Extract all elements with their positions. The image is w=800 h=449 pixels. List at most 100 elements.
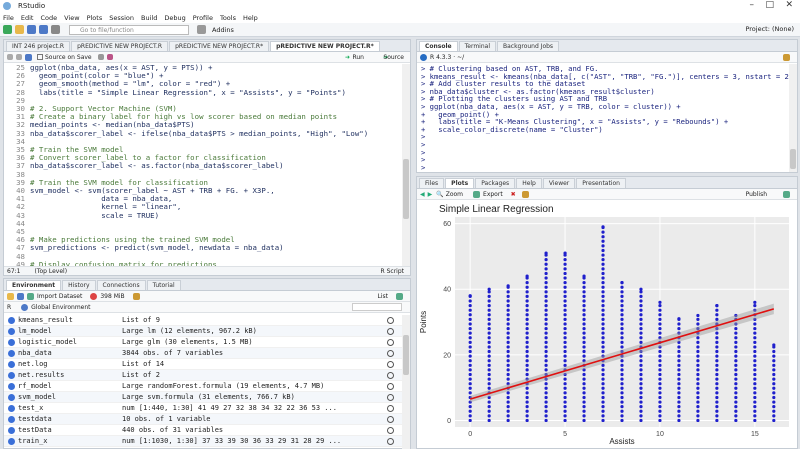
console-output[interactable]: > # Clustering based on AST, TRB, and FG… [417, 64, 789, 172]
object-icon[interactable] [8, 360, 15, 368]
view-object-icon[interactable] [387, 382, 394, 390]
view-object-icon[interactable] [387, 349, 394, 357]
code-line[interactable]: scale = TRUE) [30, 210, 160, 220]
menu-view[interactable]: View [64, 13, 80, 22]
environment-row[interactable]: test_x num [1:440, 1:30] 41 49 27 32 38 3… [4, 403, 402, 414]
view-object-icon[interactable] [387, 393, 394, 401]
view-object-icon[interactable] [387, 360, 394, 368]
tab-viewer[interactable]: Viewer [542, 178, 576, 188]
broom-icon[interactable] [132, 292, 140, 300]
back-icon[interactable] [7, 54, 13, 60]
menu-session[interactable]: Session [109, 13, 135, 22]
object-icon[interactable] [8, 437, 15, 445]
refresh-plot-icon[interactable] [783, 190, 790, 198]
object-icon[interactable] [8, 415, 15, 423]
code-line[interactable]: svm_model <- svm(scorer_label ~ AST + TR… [30, 186, 275, 195]
forward-icon[interactable] [16, 54, 22, 60]
code-line[interactable]: # Create a binary label for high vs low … [30, 112, 338, 122]
code-line[interactable]: # 2. Support Vector Machine (SVM) [30, 104, 177, 113]
object-icon[interactable] [8, 371, 15, 379]
environment-row[interactable]: svm_model Large svm.formula (31 elements,… [4, 392, 402, 403]
source-button[interactable]: Source [383, 53, 404, 61]
tab-connections[interactable]: Connections [96, 280, 146, 290]
language-select[interactable]: R [7, 303, 12, 311]
project-menu[interactable]: Project: (None) [745, 25, 794, 33]
menu-debug[interactable]: Debug [164, 13, 186, 22]
environment-row[interactable]: testData 440 obs. of 31 variables [4, 425, 402, 436]
environment-row[interactable]: lm_model Large lm (12 elements, 967.2 kB) [4, 326, 402, 337]
file-type[interactable]: R Script [380, 267, 404, 275]
tab-terminal[interactable]: Terminal [458, 41, 496, 51]
environment-search-input[interactable] [352, 303, 402, 311]
view-object-icon[interactable] [387, 426, 394, 434]
code-line[interactable]: # Train the SVM model [30, 145, 124, 154]
import-dataset-button[interactable]: Import Dataset [37, 292, 83, 300]
object-icon[interactable] [8, 404, 15, 412]
object-icon[interactable] [8, 382, 15, 390]
menu-profile[interactable]: Profile [192, 13, 213, 22]
console-scrollbar[interactable] [789, 64, 797, 172]
menu-plots[interactable]: Plots [86, 13, 103, 22]
code-line[interactable]: # Make predictions using the trained SVM… [30, 235, 235, 245]
delete-plot-icon[interactable]: ✖ [510, 190, 516, 198]
code-line[interactable]: # Display confusion matrix for predictio… [30, 259, 217, 268]
object-icon[interactable] [8, 327, 15, 335]
menu-tools[interactable]: Tools [219, 13, 236, 22]
tab-console[interactable]: Console [419, 41, 458, 51]
tab-predictive-new-project-r-[interactable]: pREDICTIVE NEW PROJECT.R* [169, 41, 270, 51]
tab-tutorial[interactable]: Tutorial [146, 280, 181, 290]
close-icon[interactable]: ✕ [785, 0, 793, 10]
view-object-icon[interactable] [387, 437, 394, 445]
environment-row[interactable]: rf_model Large randomForest.formula (19 e… [4, 381, 402, 392]
code-line[interactable]: geom_smooth(method = "lm", color = "red"… [30, 79, 231, 89]
tab-int-246-project-r[interactable]: INT 246 project.R [6, 41, 71, 51]
code-area[interactable]: 25 ggplot(nba_data, aes(x = AST, y = PTS)… [4, 64, 402, 268]
menu-help[interactable]: Help [242, 13, 258, 22]
tab-help[interactable]: Help [516, 178, 542, 188]
tab-files[interactable]: Files [419, 178, 445, 188]
code-line[interactable]: labs(title = "Simple Linear Regression",… [30, 87, 346, 97]
tab-plots[interactable]: Plots [445, 178, 475, 188]
environment-row[interactable]: net.results List of 2 [4, 370, 402, 381]
save-all-icon[interactable] [39, 25, 48, 34]
code-line[interactable]: nba_data$scorer_label <- as.factor(nba_d… [30, 161, 284, 171]
save-workspace-icon[interactable] [17, 292, 24, 300]
environment-row[interactable]: train_x num [1:1030, 1:30] 37 33 39 30 36… [4, 436, 402, 447]
environment-row[interactable]: nba_data 3844 obs. of 7 variables [4, 348, 402, 359]
object-icon[interactable] [8, 338, 15, 346]
open-folder-icon[interactable] [15, 25, 24, 34]
search-icon[interactable] [97, 54, 104, 60]
maximize-icon[interactable]: □ [765, 0, 774, 10]
tab-background-jobs[interactable]: Background Jobs [496, 41, 560, 51]
memory-usage[interactable]: 398 MiB [100, 292, 125, 300]
code-line[interactable]: median_points <- median(nba_data$PTS) [30, 120, 195, 130]
code-line[interactable]: data = nba_data, [30, 194, 173, 204]
menu-code[interactable]: Code [40, 13, 58, 22]
refresh-icon[interactable] [396, 292, 403, 300]
environment-scrollbar[interactable] [402, 315, 410, 449]
menu-edit[interactable]: Edit [20, 13, 34, 22]
clear-console-icon[interactable] [783, 53, 790, 61]
environment-row[interactable]: kmeans_result List of 9 [4, 315, 402, 326]
list-view-select[interactable]: List [377, 292, 389, 300]
code-line[interactable]: # Convert scorer_label to a factor for c… [30, 153, 266, 163]
save-icon[interactable] [27, 25, 36, 34]
view-object-icon[interactable] [387, 404, 394, 412]
goto-file-input[interactable]: Go to file/function [69, 24, 189, 35]
export-button[interactable]: Export [483, 190, 503, 198]
code-line[interactable]: kernel = "linear", [30, 202, 182, 212]
tab-packages[interactable]: Packages [475, 178, 516, 188]
tab-presentation[interactable]: Presentation [576, 178, 626, 188]
code-line[interactable]: # Train the SVM model for classification [30, 177, 208, 187]
broom-plots-icon[interactable] [521, 190, 529, 198]
open-icon[interactable] [7, 292, 14, 300]
scope-indicator[interactable]: (Top Level) [34, 267, 68, 275]
source-on-save-checkbox[interactable] [37, 54, 43, 60]
publish-button[interactable]: Publish [745, 190, 767, 198]
environment-scope-select[interactable]: Global Environment [31, 303, 91, 311]
new-file-icon[interactable] [3, 25, 12, 34]
environment-row[interactable]: testdata 10 obs. of 1 variable [4, 414, 402, 425]
tab-predictive-new-project-r-[interactable]: pREDICTIVE NEW PROJECT.R* [270, 41, 380, 51]
menu-build[interactable]: Build [141, 13, 158, 22]
code-line[interactable]: nba_data$scorer_label <- ifelse(nba_data… [30, 128, 369, 138]
